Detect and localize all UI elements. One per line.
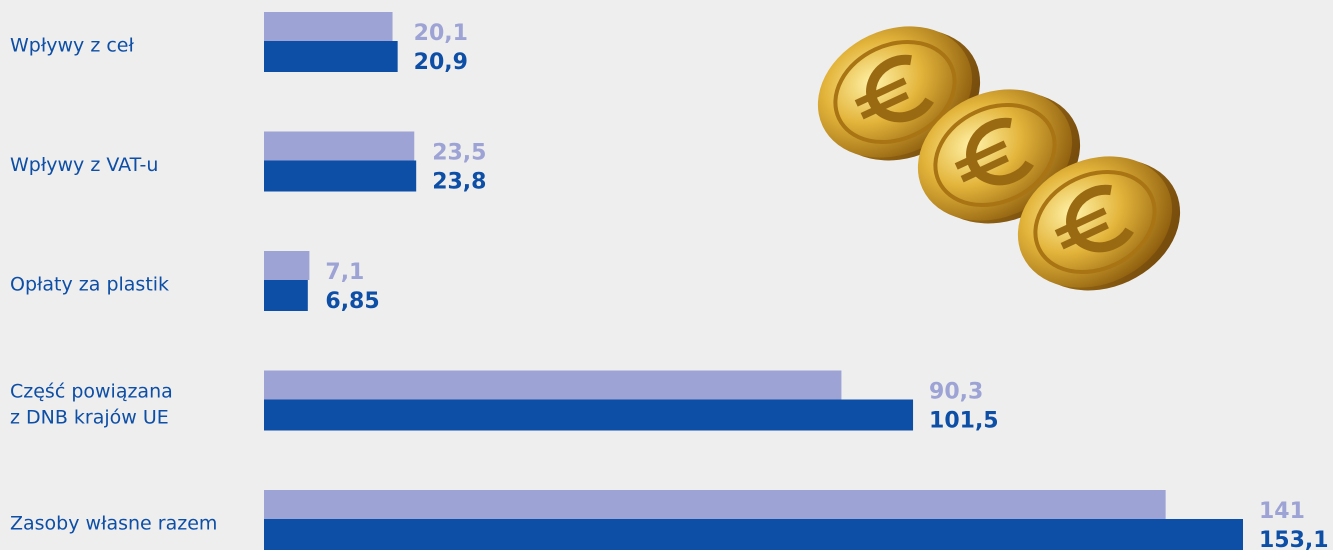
value-label: 153,1 bbox=[1259, 528, 1329, 550]
category-label: Opłaty za plastik bbox=[10, 274, 169, 296]
value-label: 141 bbox=[1259, 499, 1305, 524]
bar bbox=[264, 490, 1166, 519]
value-label: 101,5 bbox=[929, 409, 999, 434]
bar bbox=[264, 519, 1243, 550]
value-label: 20,9 bbox=[414, 50, 468, 75]
bar bbox=[264, 12, 393, 41]
category-label: Wpływy z VAT-u bbox=[10, 154, 158, 176]
category-label: Część powiązana z DNB krajów UE bbox=[10, 380, 173, 428]
bar bbox=[264, 399, 914, 431]
bar bbox=[264, 131, 415, 161]
category-label-line: z DNB krajów UE bbox=[10, 406, 169, 428]
value-label: 6,85 bbox=[325, 289, 379, 314]
value-label: 23,8 bbox=[432, 170, 486, 195]
category-label: Wpływy z ceł bbox=[10, 35, 134, 57]
bar bbox=[264, 251, 310, 280]
value-label: 90,3 bbox=[929, 380, 983, 405]
value-label: 20,1 bbox=[414, 21, 468, 46]
bar bbox=[264, 370, 842, 400]
value-label: 7,1 bbox=[325, 260, 364, 285]
bar bbox=[264, 280, 308, 311]
coins bbox=[817, 26, 1181, 291]
category-label: Zasoby własne razem bbox=[10, 513, 217, 535]
bar bbox=[264, 41, 398, 72]
bar bbox=[264, 160, 417, 192]
value-label: 23,5 bbox=[432, 141, 486, 166]
category-label-line: Część powiązana bbox=[10, 380, 173, 402]
